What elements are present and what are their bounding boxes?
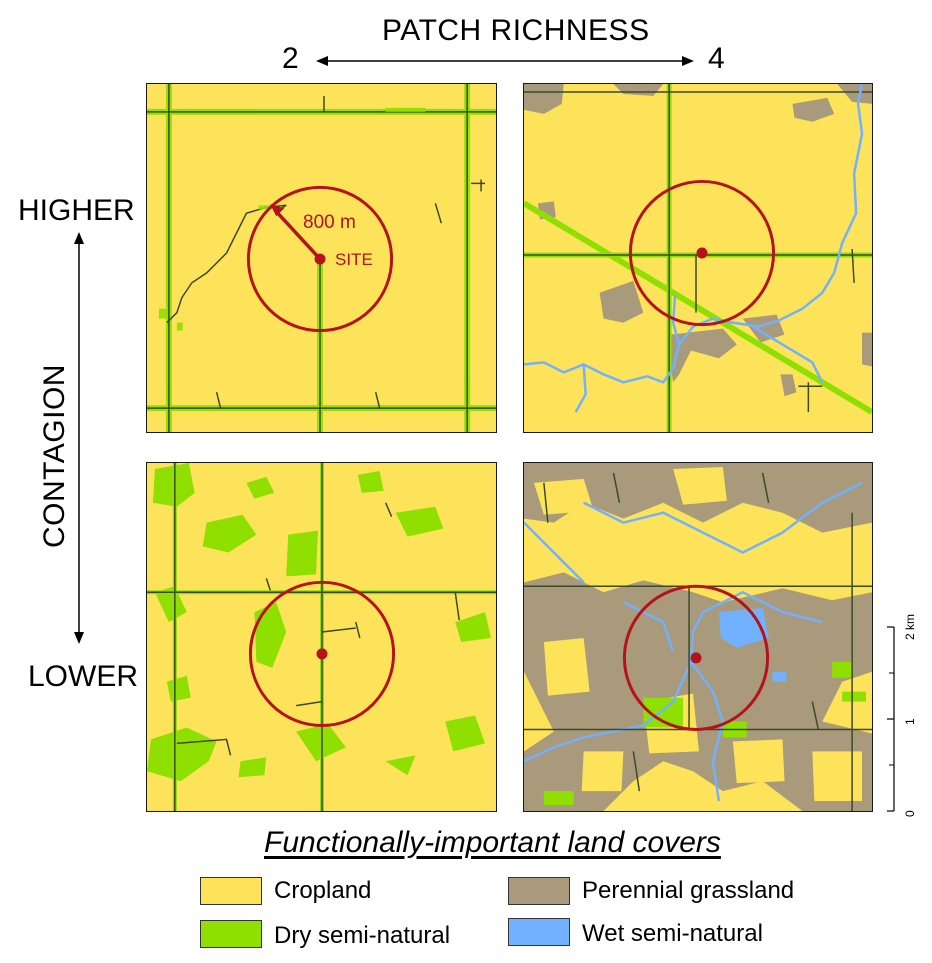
legend-swatch-cropland xyxy=(200,877,262,905)
map-higher-2-graphic xyxy=(147,84,496,432)
legend-swatch-wet-semi-natural xyxy=(508,918,570,946)
map-panel-lower-4 xyxy=(523,462,873,812)
contagion-lower-label: LOWER xyxy=(28,660,139,693)
map-panel-higher-4 xyxy=(523,83,873,433)
scale-tick-1: 1 xyxy=(903,718,917,725)
contagion-title: CONTAGION xyxy=(38,364,71,548)
legend-label-dry-semi-natural: Dry semi-natural xyxy=(274,922,451,949)
contagion-higher-label: HIGHER xyxy=(18,194,135,227)
scale-tick-0: 0 xyxy=(903,810,917,817)
site-label: SITE xyxy=(335,250,373,269)
legend-label-cropland: Cropland xyxy=(274,877,372,904)
patch-richness-low-value: 2 xyxy=(282,42,299,75)
legend-title: Functionally-important land covers xyxy=(264,826,721,859)
patch-richness-arrow xyxy=(316,56,694,66)
map-panel-lower-2 xyxy=(146,462,497,812)
legend-swatch-dry-semi-natural xyxy=(200,920,262,948)
contagion-arrow xyxy=(74,232,84,644)
radius-label: 800 m xyxy=(303,212,356,233)
map-higher-4-graphic xyxy=(524,84,872,432)
map-lower-4-graphic xyxy=(524,463,872,811)
legend-label-perennial-grassland: Perennial grassland xyxy=(582,877,795,904)
map-panel-higher-2: 800 m SITE xyxy=(146,83,497,433)
scale-bar xyxy=(887,626,895,812)
legend-label-wet-semi-natural: Wet semi-natural xyxy=(582,920,763,947)
legend-swatch-perennial-grassland xyxy=(508,877,570,905)
scale-unit-label: 2 km xyxy=(903,613,917,640)
patch-richness-high-value: 4 xyxy=(708,42,725,75)
map-lower-2-graphic xyxy=(147,463,496,811)
patch-richness-title: PATCH RICHNESS xyxy=(382,14,650,47)
